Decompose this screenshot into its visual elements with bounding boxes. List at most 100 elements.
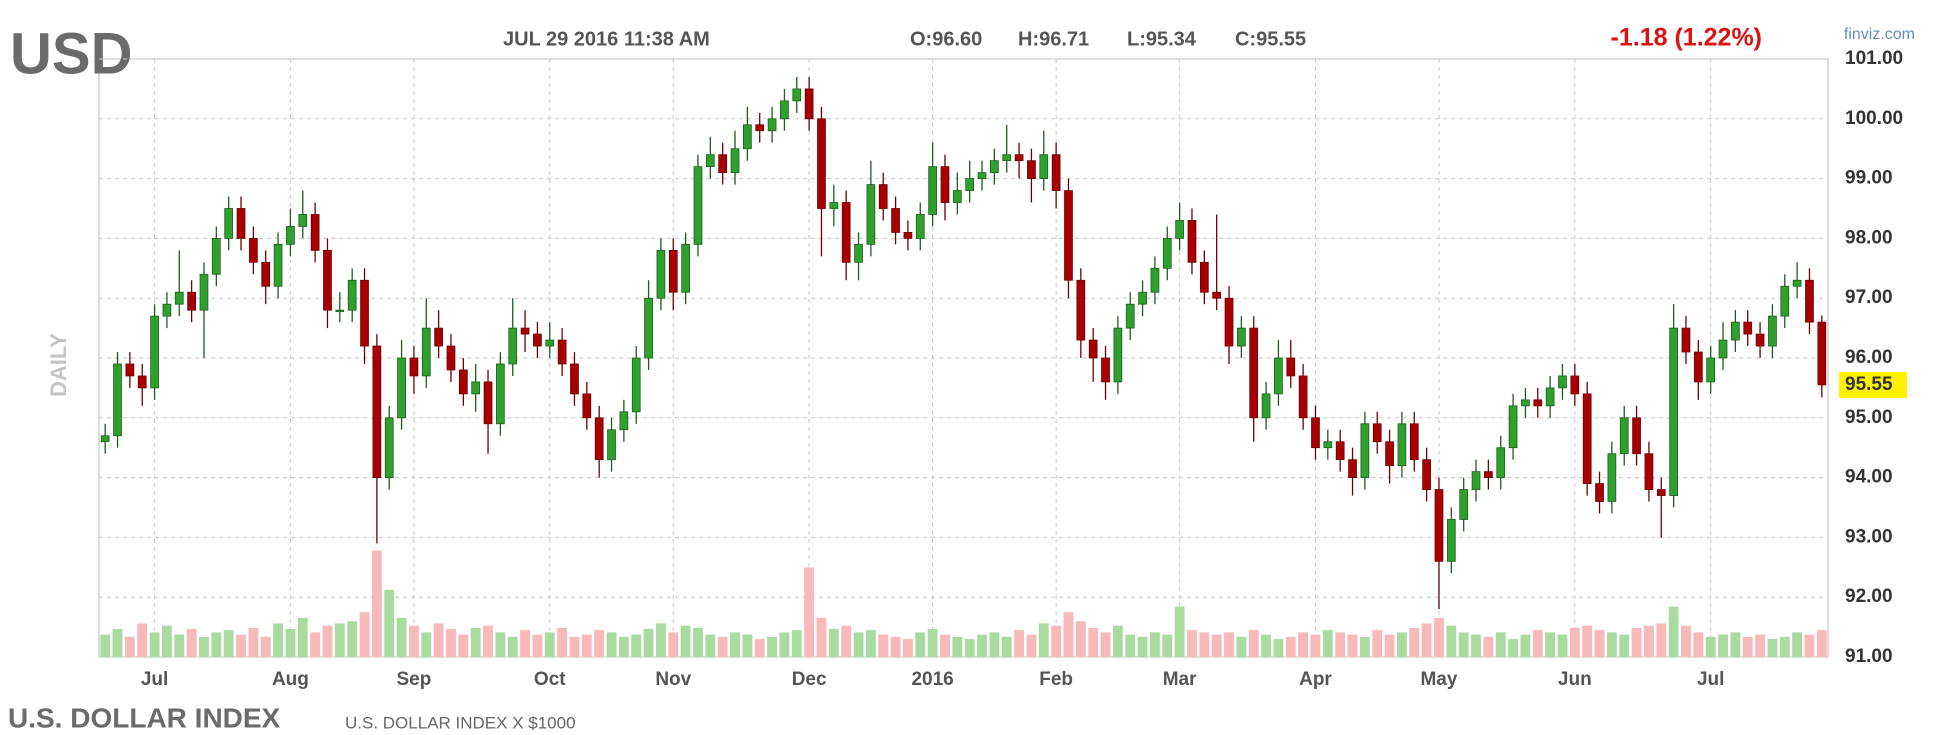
footer-title: U.S. DOLLAR INDEX — [8, 702, 281, 733]
y-tick-label: 101.00 — [1845, 48, 1903, 69]
candle-body — [1471, 471, 1481, 490]
volume-bar — [1162, 634, 1173, 657]
volume-bar — [1792, 632, 1803, 657]
volume-bar — [1285, 636, 1296, 657]
candle-body — [286, 226, 295, 245]
candle-body — [656, 249, 666, 299]
candle-body — [1249, 327, 1259, 419]
candle-body — [915, 214, 925, 239]
volume-bar — [1014, 630, 1025, 657]
candle-body — [1570, 375, 1580, 395]
candle-body — [409, 357, 419, 377]
candle-body — [1212, 291, 1222, 299]
volume-bar — [446, 629, 456, 657]
candle-body — [162, 303, 172, 317]
candle-body — [1002, 154, 1012, 162]
y-tick-label: 95.00 — [1845, 407, 1893, 428]
candle-body — [1125, 303, 1135, 329]
volume-bar — [1273, 639, 1284, 657]
volume-bar — [1409, 627, 1420, 657]
candle-body — [644, 297, 653, 359]
volume-bar — [1767, 639, 1778, 657]
candle-body — [1261, 393, 1271, 419]
candle-body — [150, 315, 159, 389]
x-tick-label: Nov — [655, 669, 691, 690]
candle-body — [1595, 483, 1604, 502]
candle-body — [1632, 417, 1641, 455]
candle-body — [421, 327, 431, 377]
candle-body — [1718, 339, 1728, 359]
volume-bar — [1396, 632, 1407, 657]
volume-bar — [927, 629, 938, 657]
volume-bar — [1187, 630, 1197, 657]
candle-body — [273, 243, 283, 287]
last-price-marker — [1839, 371, 1907, 398]
candle-body — [1681, 327, 1691, 353]
volume-bar — [1335, 632, 1346, 657]
volume-bar — [816, 617, 827, 657]
volume-bar — [1051, 625, 1062, 657]
candle-body — [557, 339, 567, 365]
y-tick-label: 97.00 — [1845, 287, 1893, 308]
candle-body — [372, 345, 382, 479]
x-tick-label: Sep — [396, 669, 431, 690]
candle-body — [458, 369, 468, 395]
volume-bar — [1569, 627, 1580, 657]
candle-body — [1619, 417, 1629, 455]
volume-bar — [532, 634, 543, 657]
x-tick-label: Jul — [1697, 669, 1724, 690]
candle-body — [298, 214, 308, 227]
candle-body — [224, 208, 234, 239]
candle-body — [100, 435, 110, 443]
volume-bar — [1582, 625, 1593, 657]
candle-body — [199, 273, 209, 311]
candle-body — [767, 118, 777, 132]
volume-bar — [322, 625, 333, 657]
candle-body — [1064, 190, 1073, 281]
candle-body — [1582, 393, 1592, 484]
candle-body — [1422, 459, 1431, 490]
volume-bar — [643, 629, 654, 657]
volume-bar — [1149, 632, 1160, 657]
volume-bar — [569, 636, 580, 657]
candle-body — [940, 166, 950, 203]
volume-bar — [1026, 634, 1037, 657]
x-tick-label: Feb — [1039, 669, 1073, 690]
volume-bar — [1100, 632, 1111, 657]
volume-bar — [1619, 634, 1630, 657]
volume-bar — [693, 627, 703, 657]
volume-bar — [705, 634, 716, 657]
volume-bar — [186, 629, 197, 657]
candle-body — [1780, 285, 1790, 317]
volume-bar — [458, 634, 469, 657]
candle-body — [990, 160, 999, 174]
x-tick-label: Dec — [792, 669, 827, 690]
candle-body — [360, 279, 369, 347]
volume-bar — [1347, 634, 1358, 657]
volume-bar — [100, 634, 111, 657]
volume-bar — [285, 629, 296, 657]
change-label: -1.18 (1.22%) — [1611, 24, 1762, 52]
candle-body — [471, 381, 481, 395]
volume-bar — [408, 625, 419, 657]
volume-bar — [1779, 636, 1790, 657]
volume-bar — [507, 636, 518, 657]
volume-bar — [495, 632, 506, 657]
y-tick-label: 99.00 — [1845, 168, 1893, 189]
candle-body — [792, 88, 802, 102]
source[interactable]: finviz.com — [1844, 26, 1915, 43]
candle-body — [1286, 357, 1296, 377]
volume-bar — [730, 632, 740, 657]
volume-bar — [1458, 632, 1469, 657]
volume-bar — [1125, 634, 1136, 657]
volume-bar — [1199, 632, 1210, 657]
volume-bar — [1755, 634, 1766, 657]
candle-body — [236, 208, 246, 239]
candle-body — [1039, 154, 1049, 179]
candle-body — [1335, 441, 1345, 461]
volume-bar — [248, 627, 259, 657]
candle-body — [1224, 297, 1234, 347]
volume-bar — [618, 636, 629, 657]
candle-body — [1311, 417, 1320, 449]
candle-body — [261, 261, 271, 287]
